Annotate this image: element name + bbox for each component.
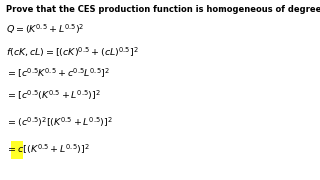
- Text: $Q = (K^{0.5} + L^{0.5})^2$: $Q = (K^{0.5} + L^{0.5})^2$: [6, 22, 85, 36]
- Text: $= (c^{0.5})^2 [(K^{0.5} + L^{0.5})]^2$: $= (c^{0.5})^2 [(K^{0.5} + L^{0.5})]^2$: [6, 116, 113, 129]
- Text: $= [c^{0.5}(K^{0.5} + L^{0.5})]^2$: $= [c^{0.5}(K^{0.5} + L^{0.5})]^2$: [6, 89, 101, 102]
- Text: Prove that the CES production function is homogeneous of degree 1: Prove that the CES production function i…: [6, 5, 320, 14]
- Text: $= [c^{0.5}K^{0.5} + c^{0.5}L^{0.5}]^2$: $= [c^{0.5}K^{0.5} + c^{0.5}L^{0.5}]^2$: [6, 67, 110, 80]
- Text: $f(cK, cL) = [(cK)^{0.5} + (cL)^{0.5}]^2$: $f(cK, cL) = [(cK)^{0.5} + (cL)^{0.5}]^2…: [6, 45, 139, 59]
- FancyBboxPatch shape: [11, 141, 23, 159]
- Text: $= c[(K^{0.5} + L^{0.5})]^2$: $= c[(K^{0.5} + L^{0.5})]^2$: [6, 143, 90, 156]
